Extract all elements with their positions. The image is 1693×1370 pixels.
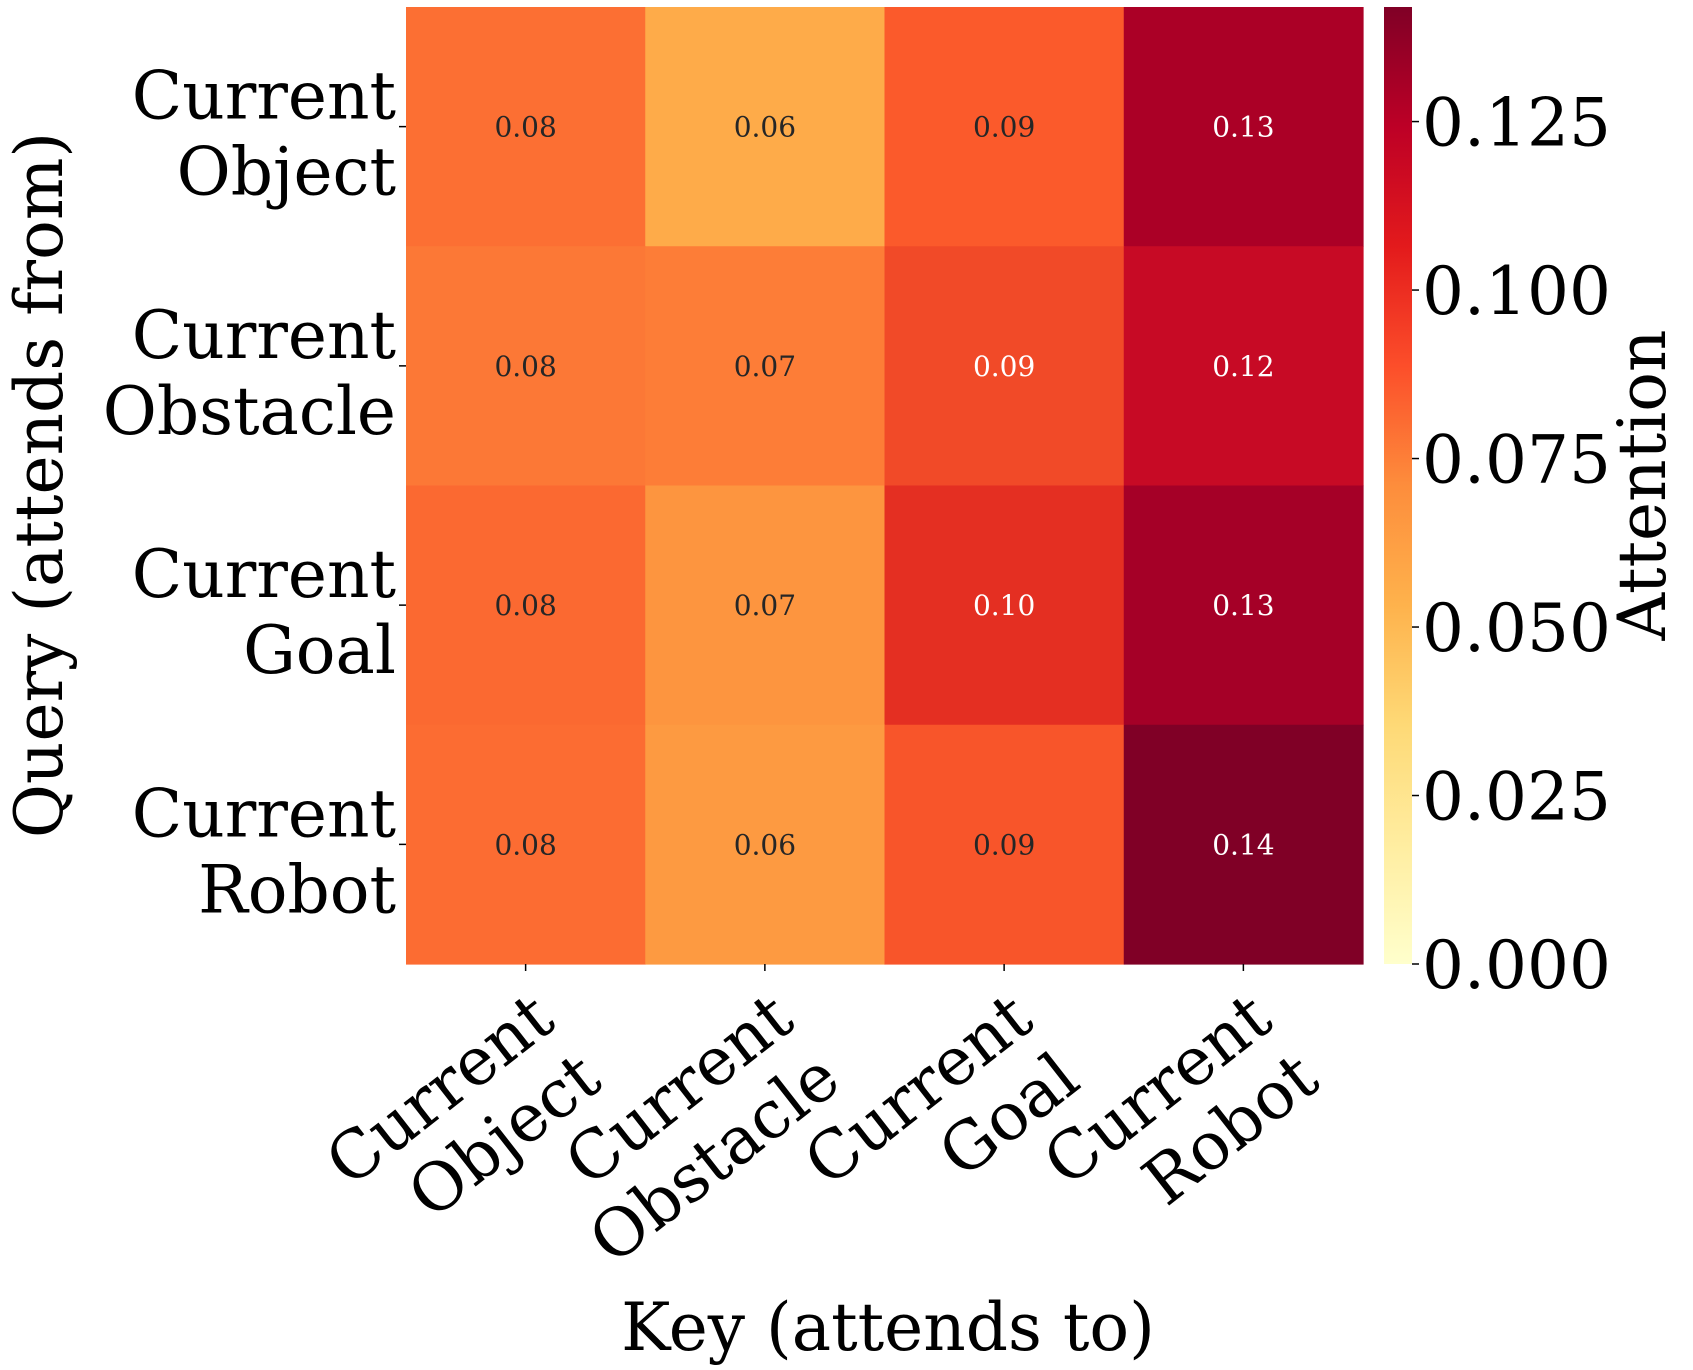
heatmap-cell xyxy=(645,724,886,965)
cell-value-label: 0.13 xyxy=(1212,111,1274,144)
cell-value-label: 0.12 xyxy=(1212,350,1274,383)
y-tick-label: Current Obstacle xyxy=(103,297,396,450)
cell-value-label: 0.06 xyxy=(734,828,796,861)
heatmap-cell xyxy=(1123,485,1364,726)
heatmap-cell xyxy=(406,7,646,247)
y-axis-ticks: Current Object Current Obstacle Current Goal C… xyxy=(103,58,406,928)
heatmap-cell xyxy=(884,7,1125,247)
cell-value-label: 0.06 xyxy=(734,111,796,144)
cell-value-label: 0.08 xyxy=(494,111,556,144)
y-axis-label: Query (attends from) xyxy=(1,132,78,838)
heatmap-cell xyxy=(406,246,646,487)
heatmap-cell xyxy=(1123,246,1364,487)
cell-value-label: 0.10 xyxy=(973,589,1035,622)
x-tick-label: CurrentRobot xyxy=(1030,978,1332,1261)
heatmap-cell xyxy=(884,724,1125,965)
heatmap-cell xyxy=(1123,7,1364,247)
x-tick-label: CurrentGoal xyxy=(790,978,1092,1261)
heatmap-cell xyxy=(884,485,1125,726)
heatmap-cell xyxy=(406,724,646,965)
cell-value-labels: 0.08 0.06 0.09 0.13 0.08 0.07 0.09 0.12 0.08 0.07… xyxy=(494,111,1274,862)
y-tick-label: Current Goal xyxy=(132,536,396,689)
colorbar-label: Attention xyxy=(1604,330,1681,642)
cell-value-label: 0.09 xyxy=(973,111,1035,144)
colorbar-tick-label: 0.100 xyxy=(1422,253,1611,330)
cell-value-label: 0.09 xyxy=(973,828,1035,861)
heatmap-cell xyxy=(645,7,886,247)
colorbar-gradient-bar xyxy=(1384,7,1412,964)
x-axis-ticks: CurrentObjectCurrentObstacleCurrentGoalC… xyxy=(312,964,1332,1279)
colorbar-tick-label: 0.025 xyxy=(1422,759,1611,836)
heatmap-grid xyxy=(406,7,1364,965)
x-tick-label: CurrentObject xyxy=(312,978,614,1261)
cell-value-label: 0.08 xyxy=(494,828,556,861)
cell-value-label: 0.09 xyxy=(973,350,1035,383)
colorbar-tick-label: 0.125 xyxy=(1422,85,1611,162)
cell-value-label: 0.14 xyxy=(1212,828,1274,861)
colorbar: 0.000 0.025 0.050 0.075 0.100 0.125 Attention xyxy=(1384,7,1681,1004)
colorbar-tick-label: 0.050 xyxy=(1422,590,1611,667)
colorbar-tick-label: 0.075 xyxy=(1422,422,1611,499)
heatmap-cell xyxy=(884,246,1125,487)
heatmap-cell xyxy=(645,485,886,726)
colorbar-ticks: 0.000 0.025 0.050 0.075 0.100 0.125 xyxy=(1412,85,1611,1004)
heatmap-cell xyxy=(645,246,886,487)
cell-value-label: 0.13 xyxy=(1212,589,1274,622)
cell-value-label: 0.08 xyxy=(494,589,556,622)
x-axis-label: Key (attends to) xyxy=(621,1289,1155,1366)
y-tick-label: Current Object xyxy=(132,58,396,211)
cell-value-label: 0.08 xyxy=(494,350,556,383)
cell-value-label: 0.07 xyxy=(734,350,796,383)
y-tick-label: Current Robot xyxy=(132,775,396,928)
heatmap-cell xyxy=(1123,724,1364,965)
colorbar-tick-label: 0.000 xyxy=(1422,927,1611,1004)
heatmap-cell xyxy=(406,485,646,726)
cell-value-label: 0.07 xyxy=(734,589,796,622)
